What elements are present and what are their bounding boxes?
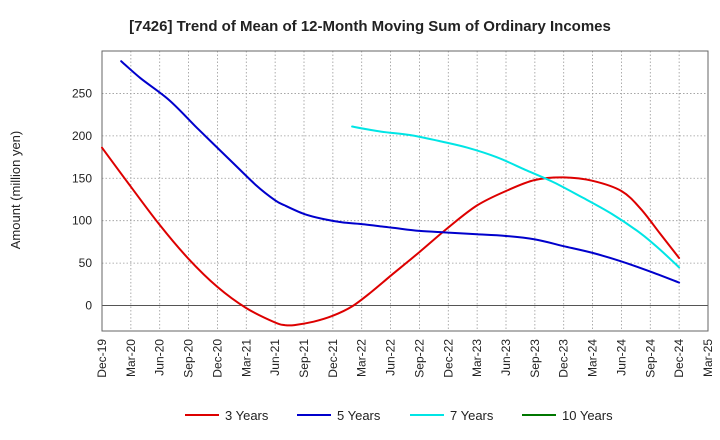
x-tick-label: Dec-20 — [210, 339, 224, 378]
x-tick-label: Sep-21 — [297, 339, 311, 378]
x-tick-label: Dec-23 — [557, 339, 571, 378]
x-tick-label: Jun-22 — [384, 339, 398, 376]
x-tick-label: Mar-25 — [701, 339, 715, 377]
x-tick-label: Mar-22 — [355, 339, 369, 377]
y-tick-label: 150 — [72, 171, 92, 185]
y-tick-label: 100 — [72, 214, 92, 228]
x-tick-label: Jun-20 — [153, 339, 167, 376]
legend-label-10-years: 10 Years — [562, 408, 613, 423]
x-tick-label: Mar-23 — [470, 339, 484, 377]
x-tick-label: Sep-22 — [412, 339, 426, 378]
x-tick-label: Sep-24 — [643, 339, 657, 378]
x-tick-label: Mar-24 — [586, 339, 600, 377]
x-tick-label: Dec-24 — [672, 339, 686, 378]
series-line-3-years — [101, 146, 681, 327]
x-tick-label: Jun-24 — [614, 339, 628, 376]
series-line-5-years — [120, 60, 681, 284]
x-tick-label: Sep-20 — [182, 339, 196, 378]
y-tick-label: 200 — [72, 129, 92, 143]
x-tick-label: Mar-21 — [239, 339, 253, 377]
x-tick-label: Mar-20 — [124, 339, 138, 377]
y-tick-label: 50 — [79, 256, 93, 270]
legend-label-3-years: 3 Years — [225, 408, 269, 423]
x-tick-label: Dec-19 — [95, 339, 109, 378]
chart-title: [7426] Trend of Mean of 12-Month Moving … — [129, 18, 611, 35]
x-tick-label: Jun-23 — [499, 339, 513, 376]
plot-frame — [101, 50, 709, 332]
x-tick-label: Dec-21 — [326, 339, 340, 378]
legend-label-7-years: 7 Years — [450, 408, 494, 423]
series-line-7-years — [351, 125, 681, 269]
x-tick-label: Dec-22 — [441, 339, 455, 378]
legend-label-5-years: 5 Years — [337, 408, 381, 423]
y-tick-label: 0 — [85, 299, 92, 313]
x-tick-label: Sep-23 — [528, 339, 542, 378]
x-tick-label: Jun-21 — [268, 339, 282, 376]
plot-area — [102, 51, 708, 331]
y-axis-label: Amount (million yen) — [8, 131, 23, 250]
y-tick-label: 250 — [72, 86, 92, 100]
